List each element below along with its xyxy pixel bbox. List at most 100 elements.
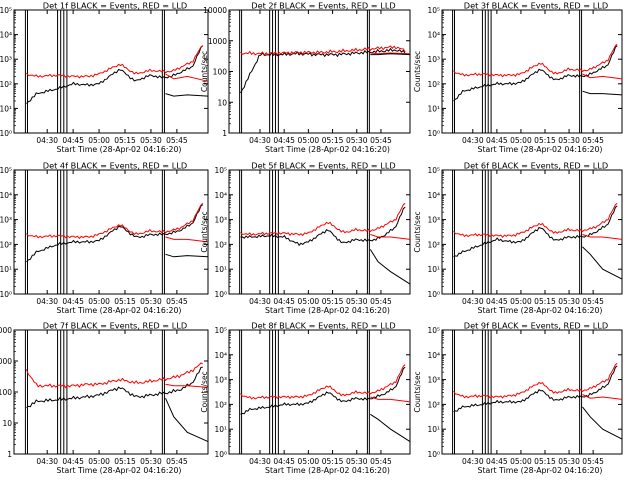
x-tick-label: 05:00 [88,297,110,306]
plot-frame [441,9,623,134]
lld-series-tail [165,383,209,388]
events-series-line [26,366,203,408]
x-tick-label: 04:30 [462,297,484,306]
lld-series-tail [370,396,411,403]
y-tick-label: 10⁴ [214,191,227,200]
x-tick-label: 04:45 [62,136,84,145]
events-series-line [26,204,204,263]
x-tick-label: 04:45 [486,136,508,145]
x-tick-label: 05:15 [534,136,556,145]
x-tick-label: 05:15 [534,297,556,306]
y-tick-label: 10³ [0,55,12,64]
detector-panel: Det 4f BLACK = Events, RED = LLD 10⁰ 10¹ 10… [0,161,209,315]
plot-frame [13,169,209,295]
plot-title: Det 6f BLACK = Events, RED = LLD [464,161,608,171]
y-tick-label: 1 [222,129,227,138]
lld-series-line [453,362,618,399]
x-axis-label: Start Time (28-Apr-02 04:16:20) [57,466,182,475]
x-tick-label: 05:45 [370,457,392,466]
y-tick-label: 10³ [214,376,227,385]
x-tick-label: 05:45 [370,297,392,306]
x-tick-label: 05:15 [322,136,344,145]
x-tick-label: 05:00 [510,457,532,466]
lld-series-line [240,45,406,56]
y-axis-label: Counts/sec [200,371,209,412]
plot-frame [441,169,623,295]
x-tick-label: 04:30 [36,457,58,466]
x-tick-label: 04:30 [462,136,484,145]
events-series-tail [370,53,411,56]
y-tick-label: 10⁵ [427,326,440,335]
events-series-tail [165,253,209,258]
y-tick-label: 10⁵ [427,6,440,15]
x-tick-label: 05:30 [558,457,580,466]
y-tick-label: 10² [0,80,12,89]
plot-title: Det 4f BLACK = Events, RED = LLD [43,161,187,171]
lld-series-tail [165,73,209,82]
events-series-line [240,206,406,247]
y-tick-label: 1000 [0,357,12,366]
y-tick-label: 10000 [203,6,227,15]
lld-series-tail [582,394,623,400]
y-tick-label: 10¹ [0,265,12,274]
y-tick-label: 10⁴ [427,351,440,360]
plot-title: Det 5f BLACK = Events, RED = LLD [251,161,395,171]
plot-frame [13,9,209,134]
plot-frame [13,329,209,455]
lld-series-tail [165,236,209,243]
y-tick-label: 10⁵ [214,326,227,335]
y-tick-label: 10¹ [427,425,440,434]
x-tick-label: 05:00 [298,136,320,145]
events-series-line [453,365,618,413]
y-tick-label: 10¹ [214,265,227,274]
events-series-line [26,45,204,104]
lld-series-line [240,202,406,237]
y-tick-label: 10⁰ [0,129,12,138]
y-tick-label: 10⁴ [427,191,440,200]
x-tick-label: 04:45 [486,457,508,466]
x-axis-label: Start Time (28-Apr-02 04:16:20) [57,306,182,315]
lld-series-tail [370,52,411,55]
y-tick-label: 1000 [208,37,227,46]
x-tick-label: 05:00 [510,136,532,145]
x-tick-label: 04:30 [36,136,58,145]
lld-series-line [453,43,618,78]
y-tick-label: 10⁵ [0,6,12,15]
x-tick-label: 05:15 [114,297,136,306]
y-tick-label: 10³ [0,216,12,225]
x-tick-label: 04:30 [249,457,271,466]
y-tick-label: 10³ [427,376,440,385]
lld-series-line [240,364,406,400]
y-tick-label: 10⁰ [427,450,440,459]
x-tick-label: 05:30 [558,136,580,145]
y-tick-label: 10² [427,240,440,249]
y-tick-label: 10³ [427,55,440,64]
x-tick-label: 04:45 [62,457,84,466]
y-tick-label: 10³ [214,216,227,225]
y-tick-label: 100 [0,388,12,397]
x-tick-label: 04:45 [273,136,295,145]
detector-panel: Det 1f BLACK = Events, RED = LLD 10⁰ 10¹ 10… [0,1,209,154]
events-series-tail [370,413,411,443]
y-tick-label: 10¹ [0,104,12,113]
events-series-line [240,366,406,415]
lld-series-line [26,45,204,79]
x-tick-label: 04:30 [462,457,484,466]
x-axis-label: Start Time (28-Apr-02 04:16:20) [478,145,603,154]
y-tick-label: 10⁴ [0,31,12,40]
events-series-tail [582,90,623,96]
plot-title: Det 1f BLACK = Events, RED = LLD [43,1,187,11]
y-tick-label: 10² [0,240,12,249]
x-tick-label: 05:45 [582,457,604,466]
x-tick-label: 05:15 [322,297,344,306]
y-tick-label: 10⁰ [427,129,440,138]
x-axis-label: Start Time (28-Apr-02 04:16:20) [478,466,603,475]
y-axis-label: Counts/sec [413,371,422,412]
y-tick-label: 10⁵ [427,166,440,175]
x-tick-label: 05:30 [346,457,368,466]
y-tick-label: 10⁰ [0,290,12,299]
y-tick-label: 10 [217,98,227,107]
x-tick-label: 05:00 [298,457,320,466]
x-axis-label: Start Time (28-Apr-02 04:16:20) [265,466,390,475]
